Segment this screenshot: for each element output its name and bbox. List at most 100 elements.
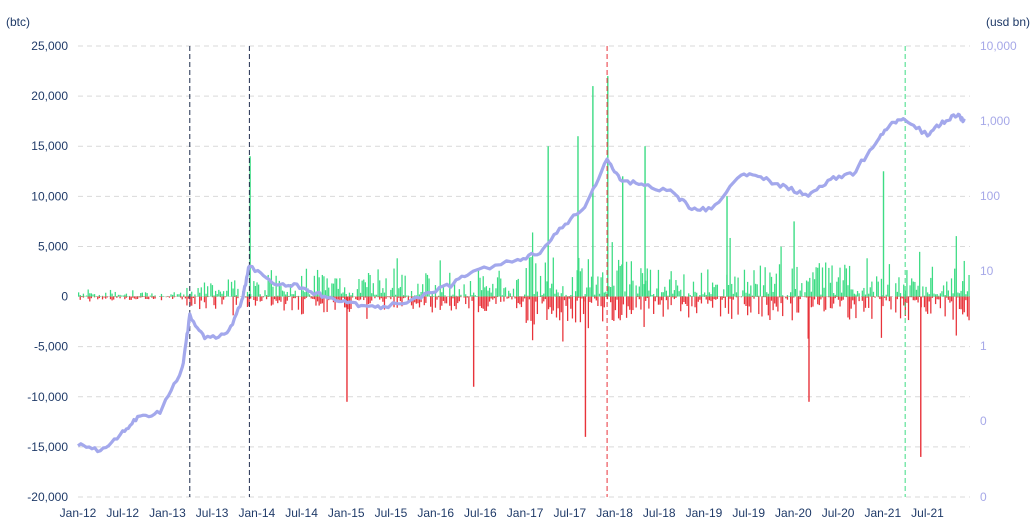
- outflow-bar: [965, 297, 966, 301]
- inflow-bar: [476, 296, 477, 297]
- outflow-spike: [808, 297, 809, 402]
- outflow-bar: [266, 297, 267, 300]
- inflow-bar: [178, 294, 179, 296]
- inflow-bar: [217, 294, 218, 296]
- outflow-bar: [733, 297, 734, 300]
- inflow-bar: [714, 287, 715, 296]
- outflow-bar: [968, 297, 969, 321]
- inflow-bar: [608, 286, 609, 296]
- inflow-bar: [723, 289, 724, 296]
- inflow-bar: [682, 296, 683, 297]
- outflow-bar: [632, 297, 633, 311]
- outflow-bar: [103, 297, 104, 298]
- outflow-bar: [403, 297, 404, 299]
- outflow-bar: [99, 297, 100, 299]
- outflow-bar: [247, 297, 248, 307]
- outflow-bar: [237, 297, 238, 299]
- inflow-bar: [234, 280, 235, 296]
- inflow-bar: [651, 295, 652, 297]
- outflow-bar: [274, 297, 275, 300]
- inflow-bar: [373, 283, 374, 296]
- outflow-bar: [927, 297, 928, 314]
- inflow-bar: [529, 258, 530, 297]
- inflow-bar: [204, 283, 205, 297]
- outflow-bar: [271, 297, 272, 306]
- outflow-bar: [569, 297, 570, 299]
- outflow-bar: [769, 297, 770, 320]
- outflow-bar: [878, 297, 879, 298]
- inflow-bar: [438, 296, 439, 297]
- left-tick-label: 10,000: [31, 189, 68, 203]
- inflow-bar: [94, 294, 95, 296]
- inflow-bar: [925, 287, 926, 297]
- x-tick-label: Jan-18: [596, 506, 633, 520]
- inflow-bar: [787, 295, 788, 297]
- inflow-bar: [516, 280, 517, 296]
- outflow-bar: [659, 297, 660, 305]
- outflow-bar: [709, 297, 710, 301]
- inflow-bar: [886, 295, 887, 297]
- inflow-bar: [376, 295, 377, 297]
- inflow-bar: [83, 294, 84, 297]
- inflow-bar: [253, 281, 254, 296]
- outflow-bar: [843, 297, 844, 300]
- inflow-bar: [180, 293, 181, 297]
- outflow-bar: [387, 297, 388, 298]
- outflow-bar: [298, 297, 299, 310]
- outflow-bar: [260, 297, 261, 302]
- inflow-bar: [304, 292, 305, 296]
- outflow-bar: [631, 297, 632, 314]
- inflow-bar: [495, 288, 496, 296]
- outflow-bar: [139, 297, 140, 298]
- inflow-bar: [228, 279, 229, 296]
- outflow-bar: [132, 297, 133, 298]
- inflow-bar: [800, 291, 801, 297]
- outflow-bar: [640, 297, 641, 310]
- inflow-bar: [808, 282, 809, 297]
- inflow-bar: [411, 291, 412, 297]
- outflow-bar: [580, 297, 581, 323]
- inflow-bar: [819, 263, 820, 296]
- inflow-bar: [92, 294, 93, 296]
- inflow-bar: [811, 292, 812, 297]
- inflow-bar: [839, 268, 840, 297]
- inflow-bar: [84, 296, 85, 297]
- outflow-bar: [804, 297, 805, 298]
- outflow-bar: [924, 297, 925, 308]
- inflow-bar: [129, 296, 130, 297]
- inflow-bar: [663, 292, 664, 296]
- outflow-spike: [473, 297, 474, 387]
- grid: [78, 46, 970, 497]
- inflow-bar: [417, 284, 418, 297]
- outflow-bar: [526, 297, 527, 323]
- inflow-bar: [769, 272, 770, 296]
- inflow-bar: [334, 278, 335, 296]
- outflow-bar: [323, 297, 324, 313]
- outflow-bar: [551, 297, 552, 314]
- inflow-bar: [400, 287, 401, 297]
- inflow-bar: [115, 292, 116, 297]
- outflow-bar: [532, 297, 533, 341]
- outflow-bar: [80, 297, 81, 300]
- outflow-bar: [357, 297, 358, 300]
- inflow-bar: [287, 292, 288, 297]
- outflow-bar: [390, 297, 391, 300]
- inflow-bar: [553, 258, 554, 297]
- outflow-bar: [314, 297, 315, 300]
- inflow-bar: [679, 291, 680, 296]
- inflow-bar: [121, 296, 122, 297]
- inflow-bar: [86, 296, 87, 297]
- outflow-bar: [745, 297, 746, 306]
- outflow-bar: [116, 297, 117, 298]
- outflow-bar: [546, 297, 547, 320]
- x-tick-label: Jan-15: [328, 506, 365, 520]
- inflow-bar: [323, 276, 324, 296]
- inflow-bar: [272, 287, 273, 297]
- outflow-bar: [83, 297, 84, 298]
- outflow-bar: [319, 297, 320, 306]
- inflow-bar: [381, 293, 382, 297]
- outflow-bar: [951, 297, 952, 302]
- outflow-bar: [236, 297, 237, 305]
- outflow-bar: [680, 297, 681, 312]
- outflow-bar: [589, 297, 590, 302]
